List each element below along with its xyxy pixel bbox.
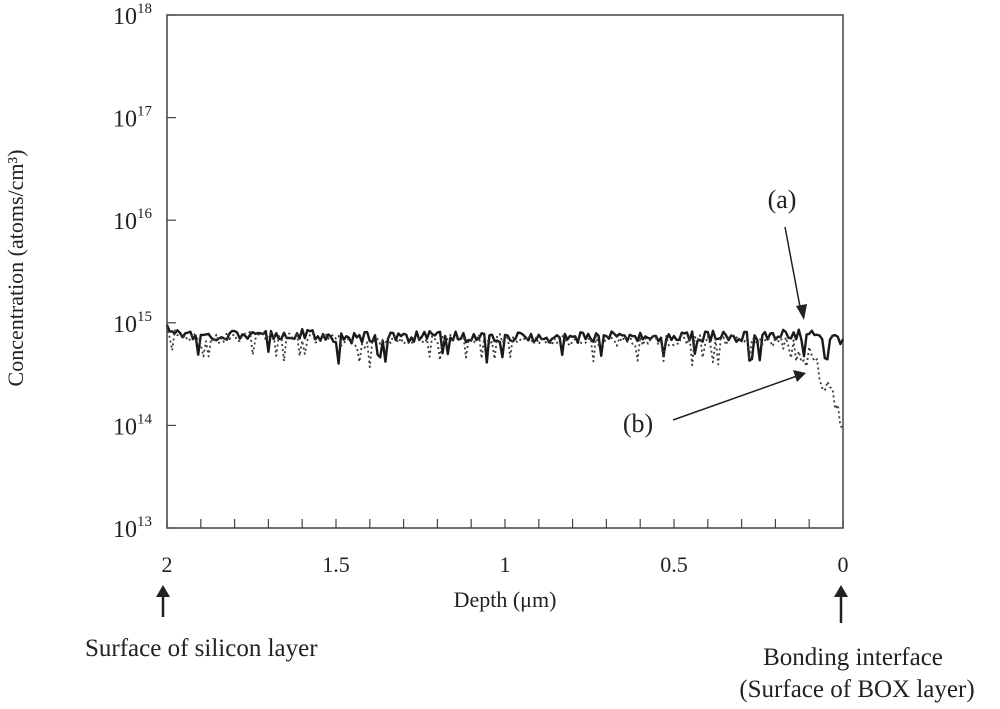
series-a-line bbox=[165, 324, 845, 365]
series-a-label: (a) bbox=[768, 185, 797, 214]
y-tick-label: 1014 bbox=[113, 411, 153, 440]
y-tick-label: 1015 bbox=[113, 309, 152, 338]
y-tick-exponent: 18 bbox=[137, 1, 152, 17]
series-a-arrow bbox=[784, 226, 807, 320]
interface-sublabel: (Surface of BOX layer) bbox=[739, 676, 974, 703]
y-tick-base: 10 bbox=[113, 4, 137, 30]
y-tick-label: 1013 bbox=[113, 514, 152, 543]
y-tick-base: 10 bbox=[113, 517, 137, 543]
interface-label: Bonding interface bbox=[763, 644, 943, 671]
plot-frame bbox=[166, 14, 844, 529]
y-tick-base: 10 bbox=[113, 414, 137, 440]
y-tick-label: 1017 bbox=[113, 104, 153, 133]
series-b-label: (b) bbox=[623, 409, 653, 438]
y-tick-base: 10 bbox=[113, 209, 137, 235]
surface-arrow bbox=[156, 585, 170, 617]
series-b-arrow bbox=[672, 370, 806, 421]
x-tick-label: 2 bbox=[162, 552, 173, 577]
surface-label: Surface of silicon layer bbox=[85, 635, 318, 662]
x-tick-label: 1 bbox=[500, 552, 511, 577]
y-tick-exponent: 14 bbox=[137, 411, 153, 427]
y-tick-exponent: 17 bbox=[137, 104, 153, 120]
x-axis-title: Depth (μm) bbox=[454, 587, 557, 612]
x-tick-label: 1.5 bbox=[322, 552, 350, 577]
y-axis-title: Concentration (atoms/cm³) bbox=[3, 150, 28, 387]
y-tick-exponent: 15 bbox=[137, 309, 152, 325]
series-layer bbox=[165, 324, 845, 430]
x-tick-label: 0.5 bbox=[660, 552, 688, 577]
y-tick-label: 1018 bbox=[113, 1, 152, 30]
y-tick-base: 10 bbox=[113, 107, 137, 133]
series-b-line bbox=[166, 325, 844, 430]
x-axis-ticks: 2 1.5 1 0.5 0 bbox=[162, 519, 849, 577]
y-tick-exponent: 13 bbox=[137, 514, 152, 530]
y-tick-base: 10 bbox=[113, 312, 137, 338]
interface-arrow bbox=[834, 585, 848, 623]
x-tick-label: 0 bbox=[838, 552, 849, 577]
y-tick-label: 1016 bbox=[113, 206, 153, 235]
y-tick-exponent: 16 bbox=[137, 206, 153, 222]
